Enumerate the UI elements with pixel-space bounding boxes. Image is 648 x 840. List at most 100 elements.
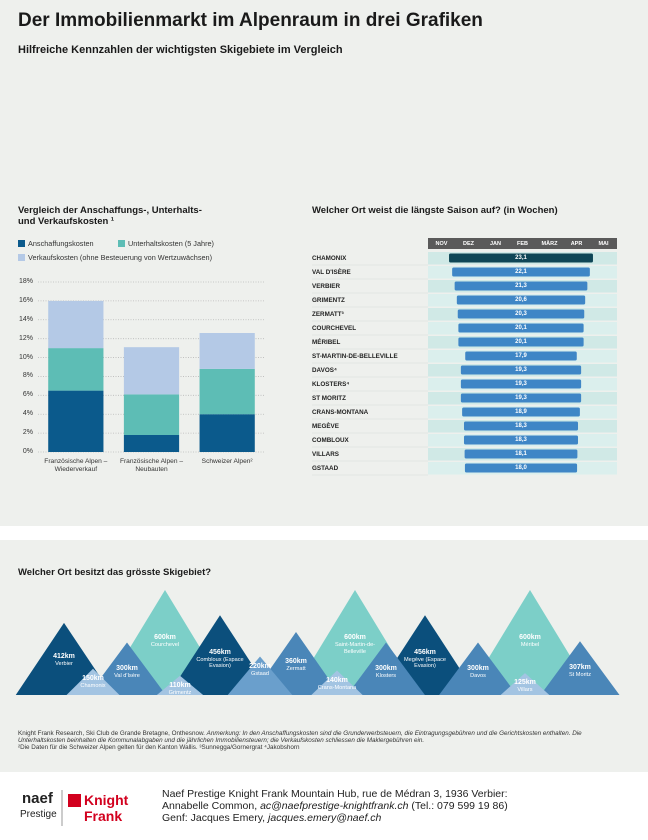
bar-segment [48,300,104,349]
row-label: CHAMONIX [312,254,347,262]
mountain-value: 600km [344,634,366,642]
y-tick-label: 10% [18,353,33,361]
mountain-value: 307km [569,663,591,671]
value-label: 18,0 [515,465,527,471]
mountain-value: 110km [169,681,191,689]
x-tick-label: Französische Alpen – Wiederverkauf [44,458,108,473]
row-label: COMBLOUX [312,436,349,444]
remark: Anmerkung: In den Anschaffungskosten sin… [18,730,582,745]
legend-label: Unterhaltskosten (5 Jahre) [128,239,214,248]
contact-email: ac@naefprestige-knightfrank.ch [260,800,409,813]
mountain [88,642,166,695]
value-label: 18,9 [515,409,527,415]
value-label: 17,9 [515,353,527,359]
bar [460,379,582,389]
contact-line: Naef Prestige Knight Frank Mountain Hub,… [162,788,508,800]
mountain-value: 150km [82,674,104,682]
y-tick-label: 8% [22,372,33,380]
mountain [540,641,620,695]
contact-email: jacques.emery@naef.ch [268,812,382,825]
mountain-name: Davos [470,672,486,679]
bar-segment [123,435,180,452]
value-label: 19,3 [515,367,527,373]
bar [463,435,579,445]
row-label: ZERMATT³ [312,310,344,318]
mountain-value: 456km [414,648,436,656]
bar [460,393,582,403]
month-header [428,238,617,249]
chart-title: Vergleich der Anschaffungs-, Unterhalts-… [18,205,202,227]
month-label: NOV [435,240,448,247]
month-label: FEB [517,240,528,247]
mountain-value: 456km [209,648,231,656]
bar [458,337,584,347]
row-label: KLOSTERS⁴ [312,380,350,388]
value-label: 18,1 [515,451,527,457]
logo-icon [68,794,81,807]
legend-swatch [118,240,125,247]
bar [456,295,586,305]
mountain-name: Villars [517,687,533,694]
row-label: ST MORITZ [312,394,346,402]
y-tick-label: 4% [22,410,33,418]
month-label: APR [570,240,583,247]
value-label: 23,1 [515,255,527,261]
mountain-value: 300km [116,664,138,672]
y-tick-label: 12% [18,334,33,342]
logo-knight: Knight [84,792,129,808]
mountain-name: Megève (Espace Evasion) [404,656,446,670]
mountain-value: 140km [326,676,348,684]
chart-title: Welcher Ort besitzt das grösste Skigebie… [18,567,212,578]
bar-segment [199,333,255,369]
bar [462,407,580,417]
mountain [66,668,120,695]
x-tick-label: Französische Alpen – Neubauten [119,458,183,473]
bar-segment [48,390,104,452]
notes: Knight Frank Research, Ski Club de Grand… [18,730,630,752]
mountain [439,642,517,695]
bar [454,281,588,291]
bar-segment [123,394,180,435]
mountain [347,642,425,695]
mountain-name: Combloux (Espace Evasion) [196,656,244,670]
mountain-value: 600km [519,634,541,642]
bar [452,267,590,277]
value-label: 20,6 [515,297,527,303]
row-label: MEGÈVE [312,422,339,430]
row-label: CRANS-MONTANA [312,408,369,416]
row-label: GRIMENTZ [312,296,345,304]
mountain [311,670,363,695]
bar [463,421,579,431]
y-tick-label: 18% [18,278,33,285]
bar [464,463,578,473]
mountain-value: 220km [249,662,271,670]
mountain-name: Chamonix [80,682,106,689]
footnotes: ²Die Daten für die Schweizer Alpen gelte… [18,744,300,752]
y-tick-label: 14% [18,315,33,323]
value-label: 22,1 [515,269,527,275]
page-subtitle: Hilfreiche Kennzahlen der wichtigsten Sk… [18,44,343,56]
mountain-name: Klosters [375,672,397,679]
mountain-name: Méribel [520,642,540,649]
bar [457,309,585,319]
row-label: MÉRIBEL [312,338,341,346]
value-label: 20,1 [515,325,527,331]
mountain [227,656,293,695]
mountain-name: Grimentz [168,689,192,696]
value-label: 18,3 [515,437,527,443]
row-label: VAL D'ISÈRE [312,268,351,276]
value-label: 20,3 [515,311,527,317]
mountain-value: 600km [154,634,176,642]
contact-name: Annabelle Common, [162,800,261,813]
value-label: 20,1 [515,339,527,345]
page-title: Der Immobilienmarkt im Alpenraum in drei… [18,10,483,31]
logo-frank: Frank [84,808,123,824]
month-label: MÄRZ [541,240,558,247]
mountain-name: Courchevel [150,642,180,649]
value-label: 18,3 [515,423,527,429]
bar [460,365,582,375]
mountain-name: Val d'Isère [114,672,140,679]
mountain-value: 360km [285,658,307,666]
legend-label: Verkaufskosten (ohne Besteuerung von Wer… [28,253,213,262]
